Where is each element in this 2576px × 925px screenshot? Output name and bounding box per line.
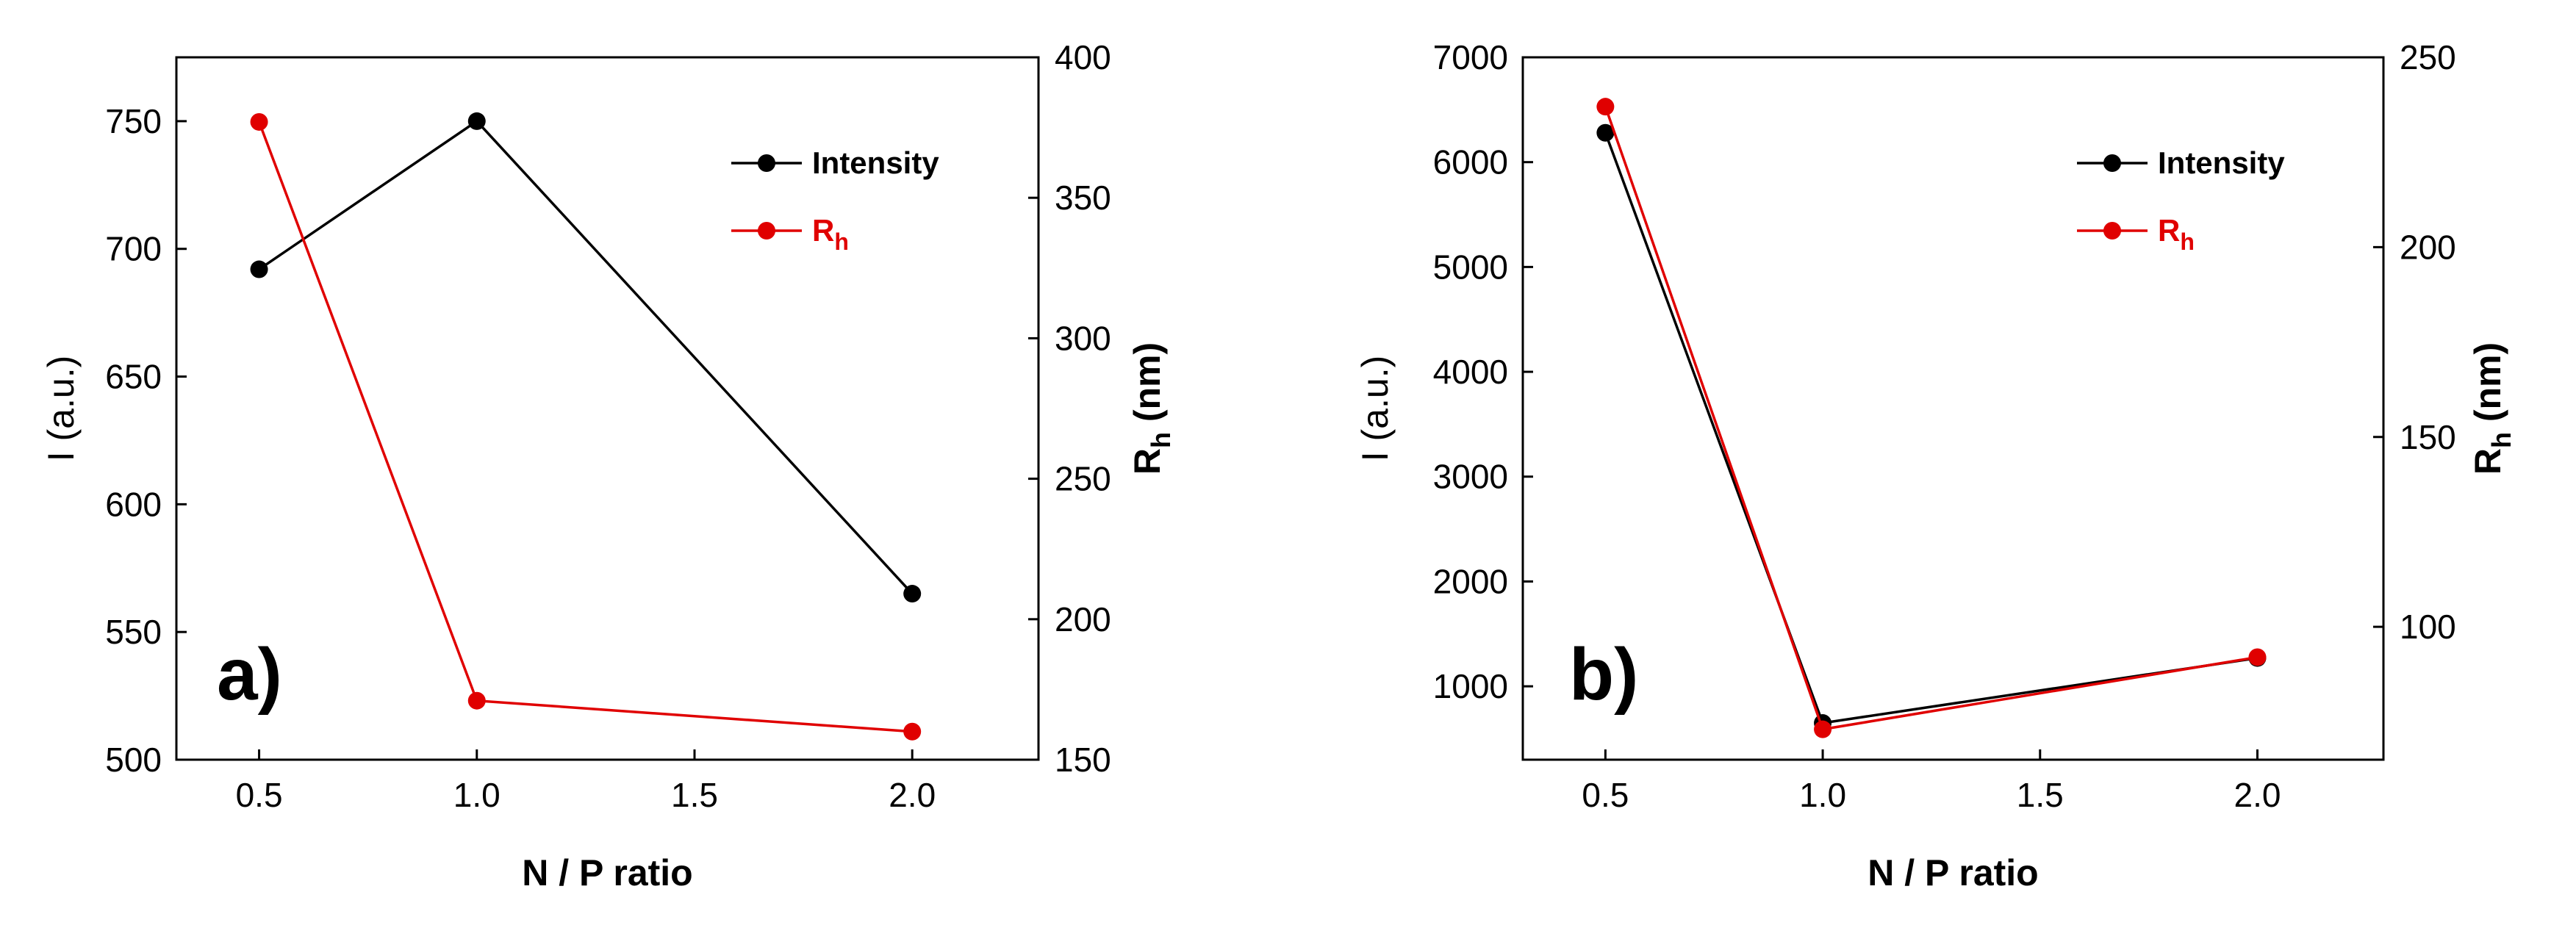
y2-tick-label: 300 bbox=[1055, 319, 1111, 357]
y-tick-label: 2000 bbox=[1433, 562, 1508, 600]
y-axis-title: I (a.u.) bbox=[1355, 356, 1396, 461]
data-point-intensity bbox=[467, 112, 486, 130]
legend-label-sub: h bbox=[834, 228, 849, 255]
y-tick-label: 1000 bbox=[1433, 667, 1508, 705]
y2-tick-label: 200 bbox=[1055, 600, 1111, 638]
y2-tick-label: 400 bbox=[1055, 38, 1111, 76]
legend-marker-intensity bbox=[2103, 154, 2121, 172]
y-tick-label: 3000 bbox=[1433, 458, 1508, 496]
legend-label-main: Intensity bbox=[2158, 145, 2285, 180]
data-point-rh bbox=[250, 112, 268, 131]
legend-label-intensity: Intensity bbox=[2158, 145, 2285, 180]
y-tick-label: 700 bbox=[105, 230, 162, 268]
x-tick-label: 1.0 bbox=[453, 776, 501, 814]
legend-label-rh: Rh bbox=[2158, 213, 2195, 255]
data-point-intensity bbox=[250, 260, 268, 278]
x-axis-title: N / P ratio bbox=[1868, 852, 2038, 893]
y2-tick-label: 250 bbox=[2400, 38, 2456, 76]
plot-frame bbox=[175, 56, 1040, 761]
data-point-intensity bbox=[903, 585, 922, 603]
y-tick-label: 750 bbox=[105, 102, 162, 140]
y-tick-label: 4000 bbox=[1433, 353, 1508, 391]
x-axis-title: N / P ratio bbox=[522, 852, 692, 893]
legend-label-main: R bbox=[2158, 213, 2180, 248]
y2-axis-title-sub: h bbox=[1146, 432, 1176, 448]
y2-axis-title-unit: (nm) bbox=[1127, 342, 1168, 432]
x-tick-label: 2.0 bbox=[889, 776, 936, 814]
y2-axis-title-unit: (nm) bbox=[2467, 342, 2508, 432]
x-tick-label: 0.5 bbox=[236, 776, 283, 814]
plot-frame bbox=[1521, 56, 2385, 761]
chart-panel-b: 0.5 1.0 1.5 2.0 1000 2000 3000 4000 5000 6000 7000… bbox=[1355, 38, 2516, 893]
y2-tick-label: 350 bbox=[1055, 179, 1111, 217]
legend-marker-rh bbox=[758, 222, 775, 240]
x-tick-label: 1.5 bbox=[671, 776, 718, 814]
y-tick-label: 7000 bbox=[1433, 38, 1508, 76]
y2-axis-title: Rh (nm) bbox=[2467, 342, 2516, 475]
y-tick-label: 650 bbox=[105, 358, 162, 396]
panel-label: a) bbox=[217, 633, 282, 716]
data-point-rh bbox=[2248, 648, 2267, 666]
y-tick-label: 600 bbox=[105, 485, 162, 523]
series-line-rh bbox=[1604, 106, 2258, 731]
y2-tick-label: 200 bbox=[2400, 228, 2456, 266]
legend-label-intensity: Intensity bbox=[812, 145, 939, 180]
y2-axis-title-main: R bbox=[1127, 448, 1168, 475]
y-tick-label: 5000 bbox=[1433, 248, 1508, 286]
y2-tick-label: 150 bbox=[2400, 418, 2456, 456]
y-tick-label: 6000 bbox=[1433, 143, 1508, 181]
x-tick-label: 0.5 bbox=[1582, 776, 1629, 814]
y2-axis-title-sub: h bbox=[2486, 432, 2516, 448]
panel-label: b) bbox=[1569, 633, 1638, 716]
y2-tick-label: 250 bbox=[1055, 460, 1111, 498]
y2-axis-title-main: R bbox=[2467, 448, 2508, 475]
legend: Intensity Rh bbox=[731, 145, 939, 255]
y-tick-label: 500 bbox=[105, 741, 162, 779]
x-tick-label: 1.0 bbox=[1799, 776, 1846, 814]
legend-marker-rh bbox=[2103, 222, 2121, 240]
data-point-rh bbox=[467, 691, 486, 710]
y-axis-title: I (a.u.) bbox=[40, 356, 82, 461]
legend: Intensity Rh bbox=[2077, 145, 2285, 255]
data-point-rh bbox=[1596, 98, 1615, 116]
chart-panel-a: 0.5 1.0 1.5 2.0 500 550 600 650 700 750 150 200 250 3… bbox=[40, 38, 1176, 893]
x-tick-label: 2.0 bbox=[2234, 776, 2281, 814]
y2-tick-label: 150 bbox=[1055, 741, 1111, 779]
y-tick-label: 550 bbox=[105, 613, 162, 651]
y2-axis-title: Rh (nm) bbox=[1127, 342, 1176, 475]
legend-marker-intensity bbox=[758, 154, 775, 172]
data-point-rh bbox=[1814, 720, 1832, 738]
data-point-intensity bbox=[1596, 123, 1615, 142]
legend-label-sub: h bbox=[2180, 228, 2195, 255]
y2-tick-label: 100 bbox=[2400, 608, 2456, 646]
data-point-rh bbox=[903, 722, 922, 741]
series-line-intensity bbox=[258, 119, 914, 595]
x-tick-label: 1.5 bbox=[2017, 776, 2064, 814]
legend-label-main: Intensity bbox=[812, 145, 939, 180]
legend-label-rh: Rh bbox=[812, 213, 849, 255]
legend-label-main: R bbox=[812, 213, 834, 248]
